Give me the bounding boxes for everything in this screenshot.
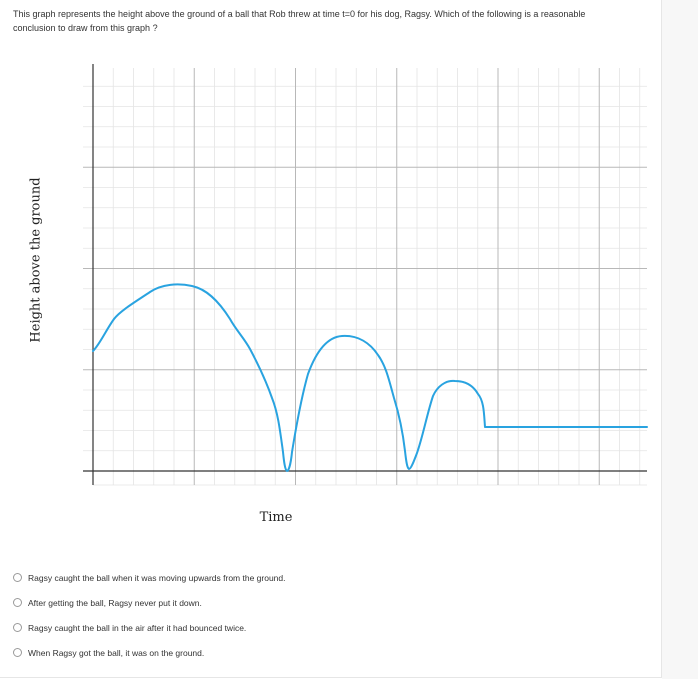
choice-4[interactable]: When Ragsy got the ball, it was on the g… bbox=[13, 640, 286, 665]
choice-2[interactable]: After getting the ball, Ragsy never put … bbox=[13, 590, 286, 615]
choice-label: After getting the ball, Ragsy never put … bbox=[28, 597, 202, 608]
radio-button[interactable] bbox=[13, 598, 22, 607]
ball-height-curve bbox=[92, 283, 648, 472]
y-axis-label: Height above the ground bbox=[28, 177, 44, 343]
choice-label: Ragsy caught the ball when it was moving… bbox=[28, 572, 286, 583]
x-axis-label: Time bbox=[259, 510, 293, 525]
radio-button[interactable] bbox=[13, 573, 22, 582]
major-grid bbox=[83, 68, 647, 485]
answer-choices: Ragsy caught the ball when it was moving… bbox=[13, 565, 286, 665]
radio-button[interactable] bbox=[13, 623, 22, 632]
choice-label: Ragsy caught the ball in the air after i… bbox=[28, 622, 247, 633]
radio-button[interactable] bbox=[13, 648, 22, 657]
side-panel bbox=[662, 0, 698, 679]
height-time-graph bbox=[83, 64, 648, 486]
choice-label: When Ragsy got the ball, it was on the g… bbox=[28, 647, 205, 658]
choice-3[interactable]: Ragsy caught the ball in the air after i… bbox=[13, 615, 286, 640]
minor-grid bbox=[83, 68, 647, 486]
choice-1[interactable]: Ragsy caught the ball when it was moving… bbox=[13, 565, 286, 590]
question-card: This graph represents the height above t… bbox=[0, 0, 662, 678]
question-text: This graph represents the height above t… bbox=[13, 9, 586, 33]
